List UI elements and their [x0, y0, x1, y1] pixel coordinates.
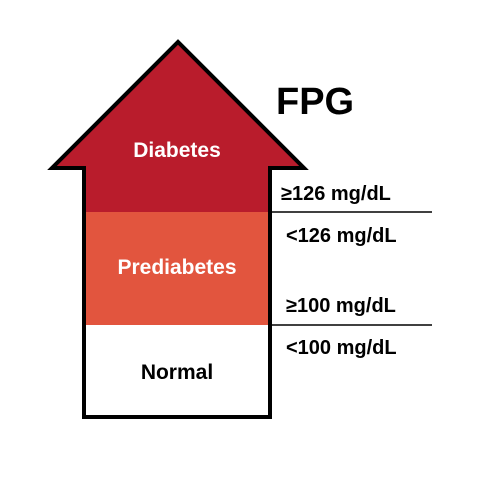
prediabetes-label: Prediabetes — [117, 256, 236, 279]
threshold-prediabetes-lower: ≥100 mg/dL — [286, 295, 396, 317]
normal-label: Normal — [141, 361, 213, 384]
threshold-prediabetes-upper: <126 mg/dL — [286, 225, 397, 247]
chart-title: FPG — [276, 81, 354, 123]
prediabetes-zone — [84, 212, 270, 325]
diabetes-zone — [52, 42, 304, 212]
diabetes-label: Diabetes — [133, 139, 221, 162]
normal-zone — [84, 325, 270, 417]
arrow-outline — [47, 39, 309, 419]
threshold-normal-upper: <100 mg/dL — [286, 337, 397, 359]
threshold-diabetes-lower: ≥126 mg/dL — [281, 183, 391, 205]
